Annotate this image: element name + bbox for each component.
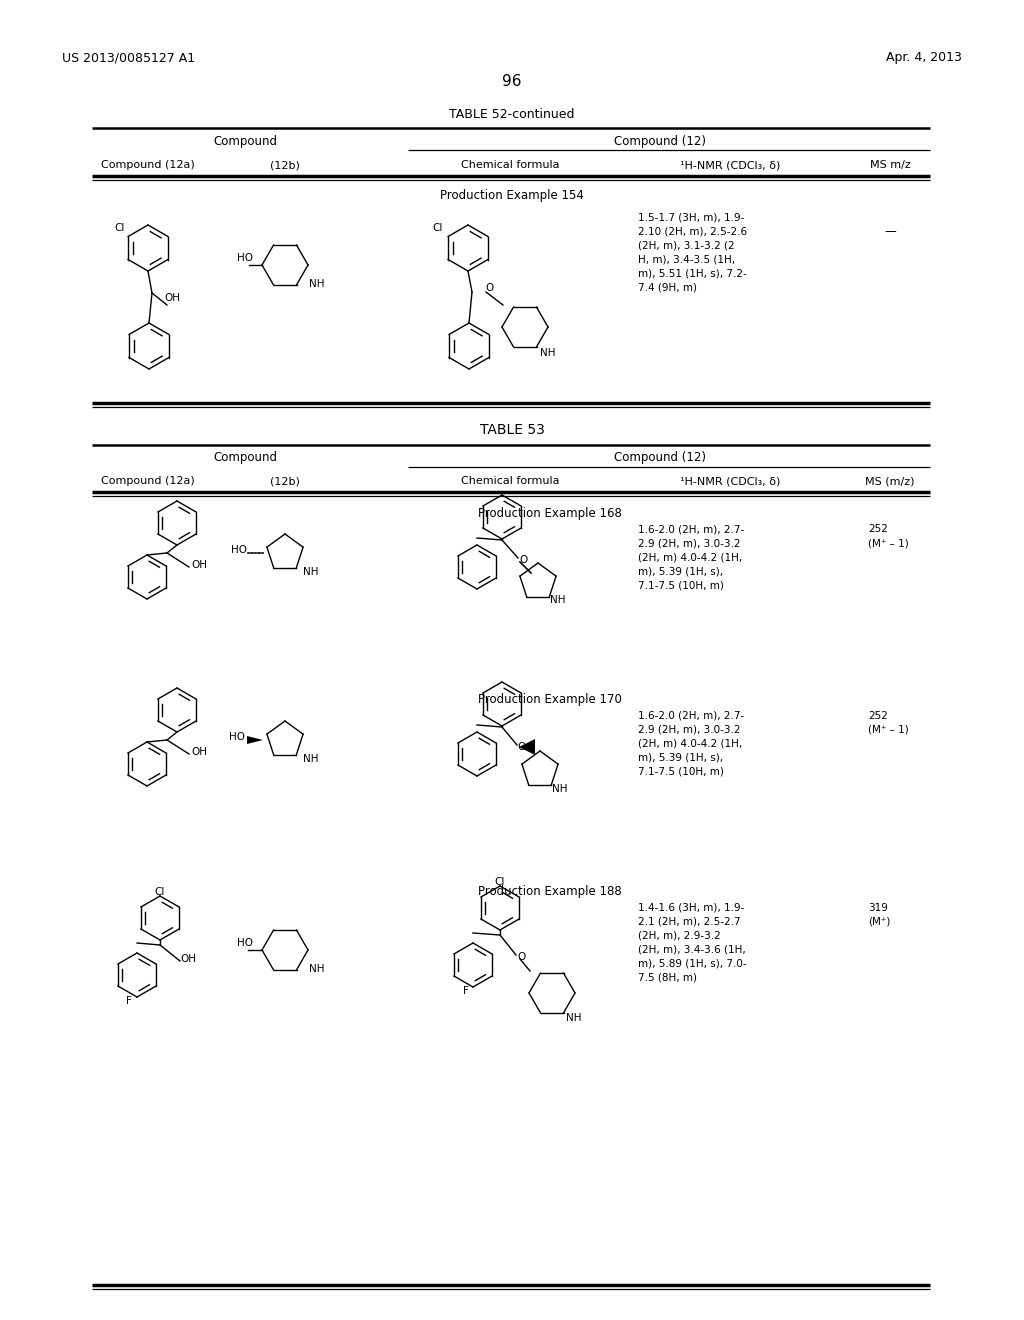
Text: Compound: Compound — [213, 451, 278, 465]
Text: 1.5-1.7 (3H, m), 1.9-: 1.5-1.7 (3H, m), 1.9- — [638, 213, 744, 223]
Text: NH: NH — [309, 964, 325, 974]
Text: m), 5.39 (1H, s),: m), 5.39 (1H, s), — [638, 566, 723, 576]
Text: NH: NH — [552, 784, 567, 795]
Text: NH: NH — [303, 754, 318, 764]
Text: (M⁺ – 1): (M⁺ – 1) — [868, 725, 908, 735]
Text: O: O — [518, 742, 526, 752]
Text: 1.4-1.6 (3H, m), 1.9-: 1.4-1.6 (3H, m), 1.9- — [638, 903, 744, 913]
Text: TABLE 52-continued: TABLE 52-continued — [450, 108, 574, 121]
Text: Compound (12): Compound (12) — [614, 451, 706, 465]
Text: Compound (12a): Compound (12a) — [101, 160, 195, 170]
Text: (2H, m), 3.4-3.6 (1H,: (2H, m), 3.4-3.6 (1H, — [638, 945, 745, 954]
Text: H, m), 3.4-3.5 (1H,: H, m), 3.4-3.5 (1H, — [638, 255, 735, 265]
Text: MS m/z: MS m/z — [869, 160, 910, 170]
Text: (2H, m) 4.0-4.2 (1H,: (2H, m) 4.0-4.2 (1H, — [638, 739, 742, 748]
Text: Chemical formula: Chemical formula — [461, 160, 559, 170]
Text: Compound (12a): Compound (12a) — [101, 477, 195, 486]
Text: O: O — [520, 554, 528, 565]
Text: NH: NH — [566, 1012, 582, 1023]
Text: TABLE 53: TABLE 53 — [479, 422, 545, 437]
Text: 7.5 (8H, m): 7.5 (8H, m) — [638, 973, 697, 983]
Text: (2H, m), 3.1-3.2 (2: (2H, m), 3.1-3.2 (2 — [638, 242, 734, 251]
Text: MS (m/z): MS (m/z) — [865, 477, 914, 486]
Text: HO: HO — [231, 545, 247, 554]
Polygon shape — [247, 737, 263, 744]
Text: 96: 96 — [502, 74, 522, 90]
Text: m), 5.51 (1H, s), 7.2-: m), 5.51 (1H, s), 7.2- — [638, 269, 746, 279]
Text: 7.4 (9H, m): 7.4 (9H, m) — [638, 282, 697, 293]
Text: HO: HO — [237, 939, 253, 948]
Text: Production Example 154: Production Example 154 — [440, 190, 584, 202]
Text: 1.6-2.0 (2H, m), 2.7-: 1.6-2.0 (2H, m), 2.7- — [638, 524, 744, 535]
Text: OH: OH — [191, 560, 207, 570]
Text: ¹H-NMR (CDCl₃, δ): ¹H-NMR (CDCl₃, δ) — [680, 160, 780, 170]
Text: (12b): (12b) — [270, 160, 300, 170]
Text: (2H, m) 4.0-4.2 (1H,: (2H, m) 4.0-4.2 (1H, — [638, 552, 742, 562]
Text: ¹H-NMR (CDCl₃, δ): ¹H-NMR (CDCl₃, δ) — [680, 477, 780, 486]
Text: Production Example 170: Production Example 170 — [478, 693, 622, 706]
Text: Compound: Compound — [213, 135, 278, 148]
Text: OH: OH — [191, 747, 207, 756]
Text: F: F — [126, 997, 132, 1006]
Text: 252: 252 — [868, 524, 888, 535]
Text: (M⁺ – 1): (M⁺ – 1) — [868, 539, 908, 548]
Text: Cl: Cl — [115, 223, 125, 234]
Text: Production Example 168: Production Example 168 — [478, 507, 622, 520]
Text: 2.10 (2H, m), 2.5-2.6: 2.10 (2H, m), 2.5-2.6 — [638, 227, 748, 238]
Text: 7.1-7.5 (10H, m): 7.1-7.5 (10H, m) — [638, 767, 724, 777]
Text: NH: NH — [303, 568, 318, 577]
Text: Production Example 188: Production Example 188 — [478, 886, 622, 899]
Text: OH: OH — [164, 293, 180, 304]
Text: 1.6-2.0 (2H, m), 2.7-: 1.6-2.0 (2H, m), 2.7- — [638, 711, 744, 721]
Text: (12b): (12b) — [270, 477, 300, 486]
Text: Chemical formula: Chemical formula — [461, 477, 559, 486]
Text: Cl: Cl — [155, 887, 165, 898]
Text: Apr. 4, 2013: Apr. 4, 2013 — [886, 51, 962, 65]
Polygon shape — [519, 739, 535, 755]
Text: (M⁺): (M⁺) — [868, 917, 891, 927]
Text: F: F — [463, 986, 469, 997]
Text: (2H, m), 2.9-3.2: (2H, m), 2.9-3.2 — [638, 931, 721, 941]
Text: Cl: Cl — [433, 223, 443, 234]
Text: 252: 252 — [868, 711, 888, 721]
Text: m), 5.39 (1H, s),: m), 5.39 (1H, s), — [638, 752, 723, 763]
Text: Compound (12): Compound (12) — [614, 135, 706, 148]
Text: HO: HO — [229, 733, 245, 742]
Text: —: — — [884, 226, 896, 239]
Text: NH: NH — [309, 279, 325, 289]
Text: O: O — [485, 282, 495, 293]
Text: 2.9 (2H, m), 3.0-3.2: 2.9 (2H, m), 3.0-3.2 — [638, 725, 740, 735]
Text: NH: NH — [541, 348, 556, 358]
Text: O: O — [518, 952, 526, 962]
Text: US 2013/0085127 A1: US 2013/0085127 A1 — [62, 51, 196, 65]
Text: HO: HO — [237, 253, 253, 263]
Text: 2.9 (2H, m), 3.0-3.2: 2.9 (2H, m), 3.0-3.2 — [638, 539, 740, 548]
Text: 2.1 (2H, m), 2.5-2.7: 2.1 (2H, m), 2.5-2.7 — [638, 917, 740, 927]
Text: OH: OH — [180, 954, 196, 964]
Text: NH: NH — [550, 595, 565, 605]
Text: 319: 319 — [868, 903, 888, 913]
Text: 7.1-7.5 (10H, m): 7.1-7.5 (10H, m) — [638, 579, 724, 590]
Text: m), 5.89 (1H, s), 7.0-: m), 5.89 (1H, s), 7.0- — [638, 960, 746, 969]
Text: Cl: Cl — [495, 876, 505, 887]
